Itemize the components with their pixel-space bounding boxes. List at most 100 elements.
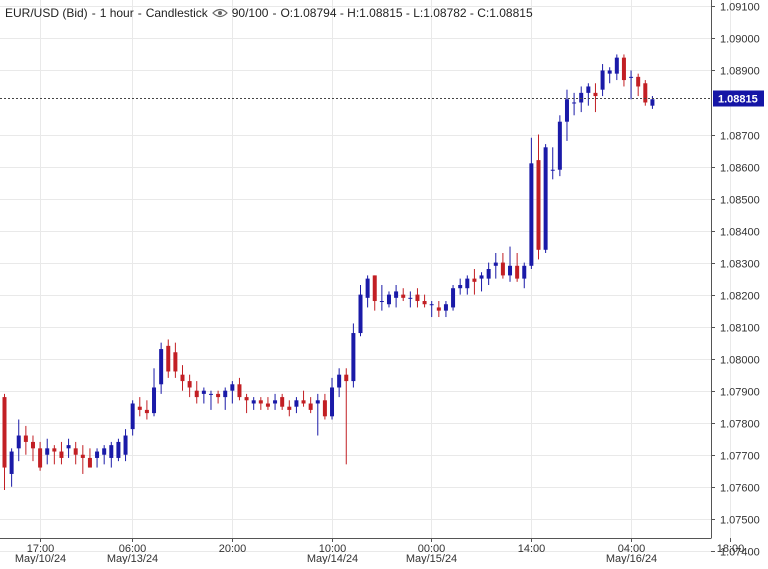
candle-body: [216, 393, 221, 398]
candle: [194, 381, 199, 404]
candle-body: [166, 345, 171, 372]
separator: -: [272, 6, 277, 20]
candle-body: [379, 301, 384, 303]
candle: [344, 368, 349, 465]
candle: [579, 86, 584, 113]
candle: [280, 393, 285, 410]
x-axis-time-label: 14:00: [518, 543, 546, 555]
candle-body: [258, 400, 263, 404]
candle: [586, 83, 591, 106]
candle-body: [465, 278, 470, 289]
candle-body: [593, 92, 598, 97]
eye-icon[interactable]: [211, 8, 228, 18]
candle-body: [358, 294, 363, 334]
candles-layer: [2, 54, 655, 490]
chart-style-label[interactable]: Candlestick: [145, 6, 208, 20]
candle-body: [330, 387, 335, 417]
candle: [315, 393, 320, 436]
candle-body: [201, 390, 206, 394]
candle-body: [479, 275, 484, 279]
candle: [73, 441, 78, 465]
candle: [465, 275, 470, 295]
candle: [66, 438, 71, 458]
candle-body: [472, 278, 477, 282]
candle-body: [116, 441, 121, 458]
candle-body: [80, 454, 85, 458]
candle-body: [137, 406, 142, 410]
candle-body: [401, 294, 406, 298]
chart-header: EUR/USD (Bid) - 1 hour - Candlestick 90/…: [5, 6, 533, 20]
x-axis-date-label: May/10/24: [15, 553, 66, 564]
candle: [80, 445, 85, 474]
separator: -: [91, 6, 96, 20]
y-axis-tick-label: 1.09100: [720, 2, 760, 14]
candle-body: [73, 448, 78, 455]
candle: [30, 435, 35, 462]
candle-body: [408, 297, 413, 299]
candle: [415, 288, 420, 308]
candle: [301, 390, 306, 407]
candle: [9, 448, 14, 487]
x-axis-time-label: 17:00: [27, 543, 55, 555]
candle-body: [394, 291, 399, 298]
candle-body: [322, 400, 327, 417]
candle: [244, 393, 249, 414]
candle: [173, 342, 178, 378]
candle: [130, 400, 135, 436]
candle-body: [586, 86, 591, 93]
candle-body: [600, 70, 605, 90]
candle-body: [650, 99, 655, 106]
candle-body: [159, 349, 164, 385]
x-axis-time-label: 04:00: [618, 543, 646, 555]
y-axis-tick-label: 1.09000: [720, 34, 760, 46]
candle: [137, 397, 142, 417]
candle: [87, 448, 92, 468]
candle: [351, 323, 356, 388]
candle-body: [451, 288, 456, 308]
x-axis-time-label: 18:00: [717, 543, 745, 555]
candle-body: [180, 374, 185, 382]
candle: [116, 438, 121, 462]
candle: [223, 387, 228, 410]
candle: [187, 374, 192, 398]
candle: [208, 390, 213, 410]
candle: [386, 291, 391, 308]
candle: [629, 70, 634, 100]
candle-body: [572, 102, 577, 104]
candle-body: [337, 374, 342, 388]
y-axis-tick-label: 1.08000: [720, 355, 760, 367]
candle: [180, 365, 185, 391]
y-axis-tick-label: 1.08400: [720, 227, 760, 239]
candle-body: [265, 403, 270, 407]
y-axis-tick-label: 1.07400: [720, 547, 760, 559]
candle-body: [173, 352, 178, 372]
y-axis-tick-label: 1.08500: [720, 195, 760, 207]
candle-body: [52, 448, 57, 452]
candle: [401, 288, 406, 302]
candle: [621, 54, 626, 87]
candle: [543, 144, 548, 253]
candle-body: [629, 76, 634, 78]
candle: [337, 368, 342, 398]
candle: [522, 262, 527, 289]
candle-body: [536, 160, 541, 250]
candle: [330, 377, 335, 420]
candle-body: [607, 70, 612, 74]
candle-body: [244, 397, 249, 401]
candle: [379, 285, 384, 311]
candle-body: [522, 265, 527, 279]
candle: [308, 397, 313, 414]
candle-body: [636, 76, 641, 87]
candle: [23, 425, 28, 455]
candle: [515, 252, 520, 282]
separator: -: [137, 6, 142, 20]
candle-body: [38, 448, 43, 468]
candle-body: [66, 445, 71, 449]
candle: [536, 134, 541, 260]
candle: [45, 438, 50, 465]
candle: [443, 301, 448, 318]
candle-body: [30, 441, 35, 449]
candle: [322, 393, 327, 420]
